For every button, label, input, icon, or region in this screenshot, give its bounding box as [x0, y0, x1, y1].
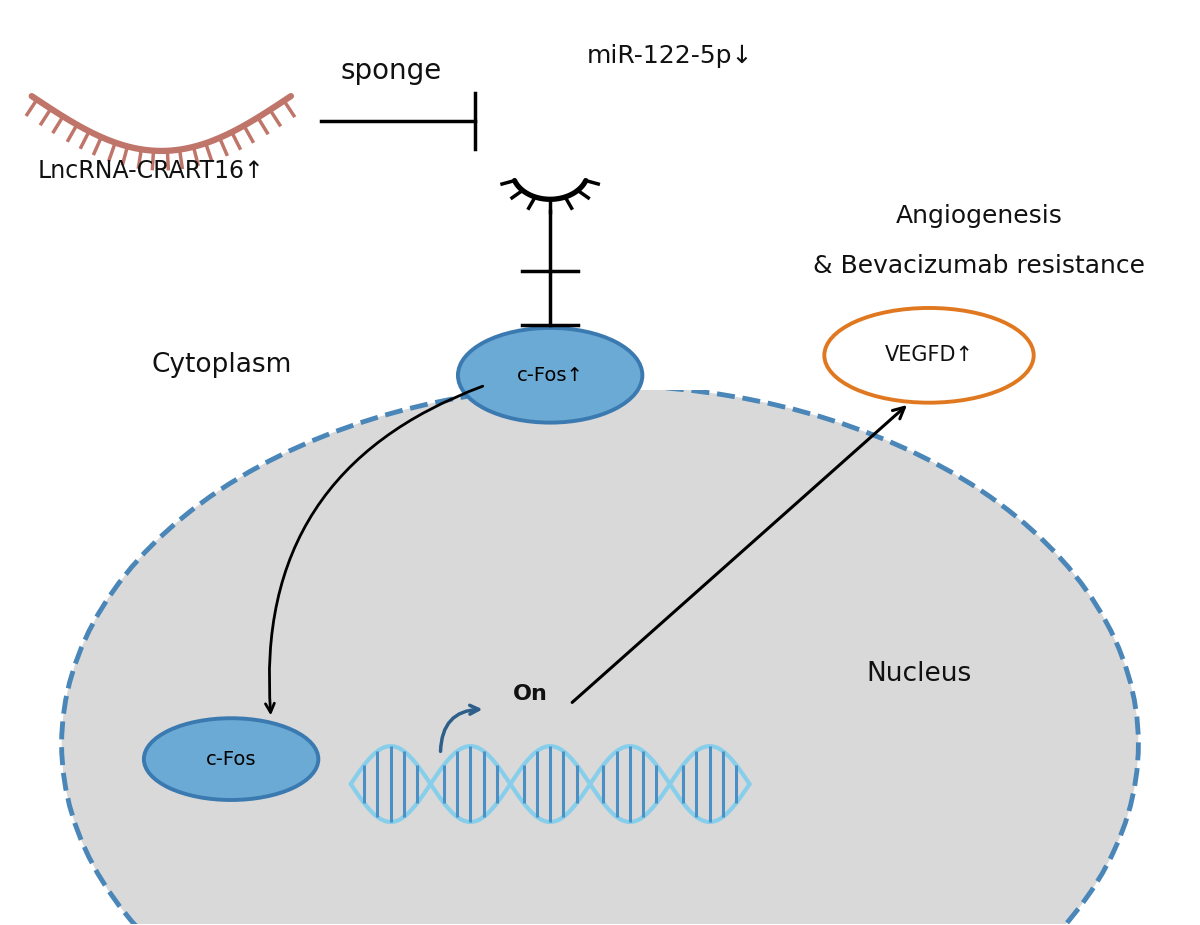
- Bar: [2, 0, 1198, 390]
- Text: c-Fos: c-Fos: [206, 749, 257, 769]
- Text: LncRNA-CRART16↑: LncRNA-CRART16↑: [38, 159, 265, 183]
- Text: VEGFD↑: VEGFD↑: [884, 345, 973, 365]
- Ellipse shape: [61, 385, 1139, 925]
- Text: & Bevacizumab resistance: & Bevacizumab resistance: [812, 253, 1145, 278]
- Text: Angiogenesis: Angiogenesis: [895, 204, 1062, 228]
- Text: miR-122-5p↓: miR-122-5p↓: [587, 44, 754, 68]
- Text: Cytoplasm: Cytoplasm: [151, 352, 292, 378]
- Ellipse shape: [458, 327, 642, 423]
- Ellipse shape: [824, 308, 1033, 402]
- Ellipse shape: [144, 718, 318, 800]
- Text: Nucleus: Nucleus: [866, 661, 972, 687]
- Text: On: On: [512, 684, 547, 704]
- Text: c-Fos↑: c-Fos↑: [517, 365, 583, 385]
- Text: sponge: sponge: [340, 57, 442, 85]
